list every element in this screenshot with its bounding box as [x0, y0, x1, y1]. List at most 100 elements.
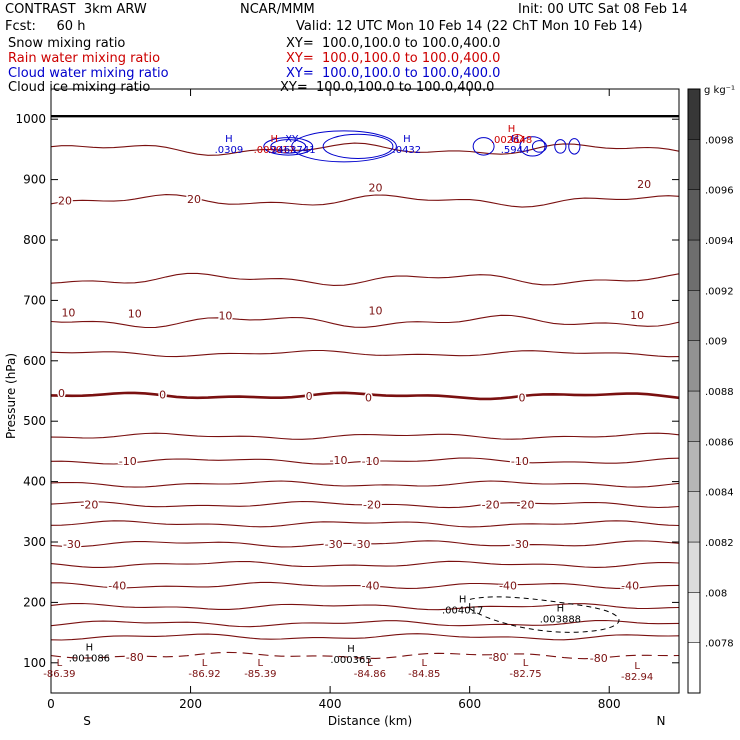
extremum-marker: L	[422, 658, 428, 669]
extremum-marker: L	[57, 658, 63, 669]
extremum-marker: H	[511, 134, 519, 145]
y-tick-label: 500	[23, 414, 46, 428]
y-tick-label: 700	[23, 293, 46, 307]
extremum-marker: H	[459, 594, 467, 605]
colorbar-frame	[687, 88, 701, 694]
contour-label: 10	[368, 305, 382, 318]
y-axis-label: Pressure (hPa)	[4, 353, 18, 439]
contour-label: -40	[108, 579, 126, 592]
contour-label: -10	[330, 454, 348, 467]
y-tick-label: 100	[23, 656, 46, 670]
colorbar-tick-label: .0092	[705, 286, 734, 297]
extremum-marker: H	[86, 643, 94, 654]
contour-label: -80	[489, 651, 507, 664]
colorbar-segment	[687, 491, 701, 543]
contour-label: 10	[630, 309, 644, 322]
temperature-contour	[51, 500, 679, 509]
temperature-contour	[51, 314, 679, 329]
extremum-value: .009017	[254, 145, 295, 156]
temperature-contour	[51, 633, 679, 641]
contour-label: 20	[58, 195, 72, 208]
y-tick-label: 1000	[15, 112, 46, 126]
colorbar-tick-label: .0082	[705, 538, 734, 549]
temperature-contour	[51, 581, 679, 589]
contour-label: 0	[306, 390, 313, 403]
rain-contour	[510, 134, 524, 144]
colorbar-unit: g kg⁻¹	[704, 85, 735, 96]
field-rain-xy: XY= 100.0,100.0 to 100.0,400.0	[286, 51, 501, 66]
extremum-value: .5944	[501, 145, 530, 156]
cloud-water-contour	[519, 136, 546, 157]
colorbar-tick-label: .008	[705, 588, 727, 599]
contour-label: -40	[362, 579, 380, 592]
colorbar-segment	[687, 340, 701, 392]
temperature-contour	[51, 194, 679, 208]
extremum-value: -82.94	[621, 672, 653, 683]
contour-label: 10	[218, 310, 232, 323]
cloud-water-contour	[554, 139, 567, 154]
cloud-water-contour	[291, 130, 397, 163]
field-cloudice-xy: XY= 100.0,100.0 to 100.0,400.0	[280, 80, 495, 95]
contour-label: 20	[187, 193, 201, 206]
cloud-water-contour	[270, 139, 307, 154]
contour-label: -40	[621, 579, 639, 592]
contour-label: -10	[362, 455, 380, 468]
y-tick-label: 400	[23, 475, 46, 489]
contour-label: -10	[511, 455, 529, 468]
cloud-ice-contour	[469, 596, 620, 633]
extremum-value: .2463741	[268, 145, 316, 156]
extremum-value: -85.39	[244, 669, 276, 680]
extremum-marker: L	[367, 658, 373, 669]
x-tick-label: 200	[179, 697, 202, 711]
valid-time: Valid: 12 UTC Mon 10 Feb 14 (22 ChT Mon …	[296, 19, 643, 34]
y-tick-label: 200	[23, 595, 46, 609]
contour-label: -20	[80, 499, 98, 512]
cloud-water-contour	[263, 137, 314, 156]
temperature-contour	[51, 602, 679, 611]
field-snow-xy: XY= 100.0,100.0 to 100.0,400.0	[286, 36, 501, 51]
plot-area	[51, 130, 679, 660]
x-axis-label: Distance (km)	[328, 714, 412, 728]
colorbar-tick-label: .0094	[705, 236, 734, 247]
extremum-value: .003888	[540, 614, 581, 625]
colorbar-tick-label: .0096	[705, 186, 734, 197]
contour-label: -10	[119, 455, 137, 468]
colorbar-segment	[687, 441, 701, 492]
contour-label: 10	[61, 306, 75, 319]
plot-frame	[50, 88, 680, 694]
contour-label: 10	[128, 308, 142, 321]
contour-label: 0	[519, 392, 526, 405]
colorbar-segment	[687, 189, 701, 241]
x-tick-label: 800	[598, 697, 621, 711]
contour-label: 20	[637, 178, 651, 191]
extremum-value: .002648	[491, 135, 532, 146]
field-rain-name: Rain water mixing ratio	[8, 51, 161, 66]
x-tick-label: 400	[319, 697, 342, 711]
extremum-marker: H	[557, 603, 565, 614]
y-tick-label: 800	[23, 233, 46, 247]
colorbar-segment	[687, 239, 701, 291]
extremum-marker: L	[634, 661, 640, 672]
contour-label: 20	[368, 181, 382, 194]
field-cloudwater-name: Cloud water mixing ratio	[8, 66, 169, 81]
colorbar-tick-label: .0086	[705, 437, 734, 448]
contour-label: -20	[482, 499, 500, 512]
extremum-marker: H	[403, 134, 411, 145]
temperature-contour	[51, 457, 679, 465]
x-tick-label: 0	[47, 697, 55, 711]
field-cloudwater-xy: XY= 100.0,100.0 to 100.0,400.0	[286, 66, 501, 81]
contour-label: -20	[363, 499, 381, 512]
extremum-value: -82.75	[509, 669, 541, 680]
extremum-marker: L	[258, 658, 264, 669]
colorbar-segment	[687, 88, 701, 140]
colorbar-tick-label: .0084	[705, 488, 734, 499]
extremum-marker: H	[225, 134, 233, 145]
extremum-value: -86.39	[43, 669, 75, 680]
colorbar-tick-label: .0088	[705, 387, 734, 398]
endpoint-left: S	[83, 714, 91, 728]
cloud-water-contour	[568, 138, 581, 155]
contour-label: 0	[58, 387, 65, 400]
extremum-value: .0432	[393, 145, 422, 156]
temperature-contour	[51, 480, 679, 488]
center-label: NCAR/MMM	[240, 2, 315, 17]
